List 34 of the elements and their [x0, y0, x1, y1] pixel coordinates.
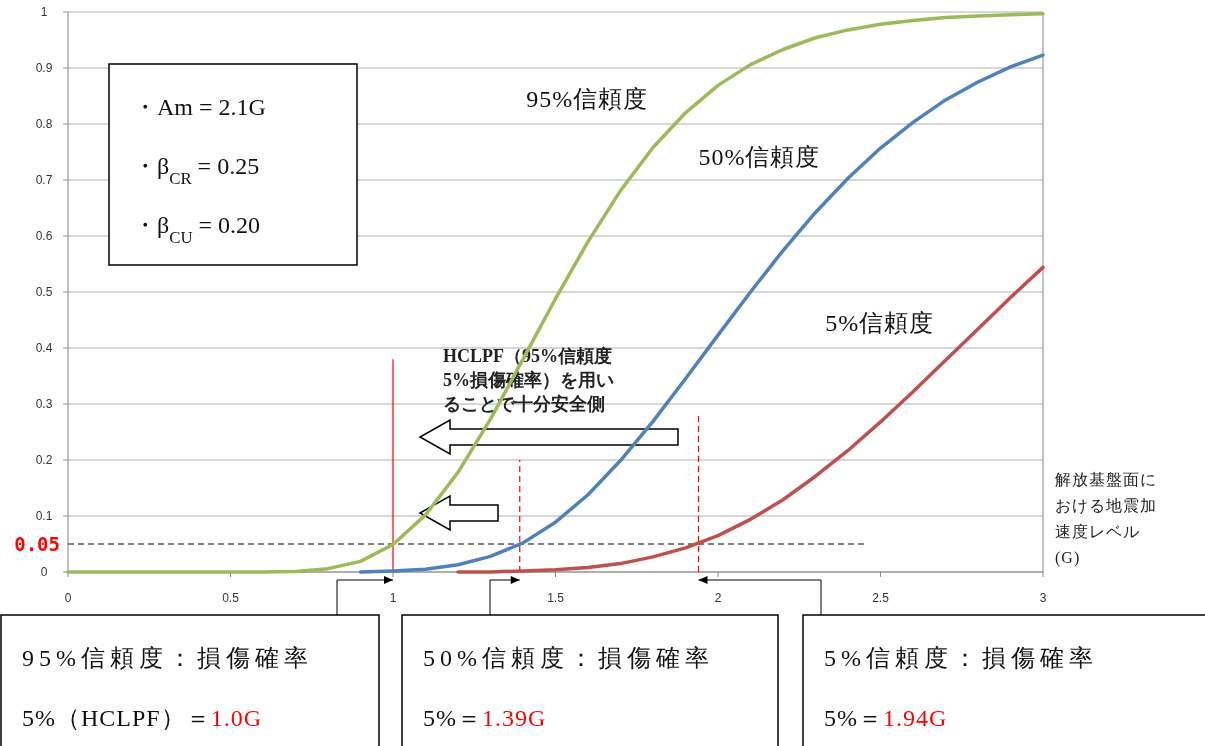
text: 95%信頼度：損傷確率	[22, 645, 313, 671]
y-tick-label: 0.1	[35, 509, 53, 523]
series-label: 50%信頼度	[698, 143, 821, 170]
text: 5%（HCLPF）＝1.0G	[22, 705, 263, 731]
x-tick-label: 0.5	[222, 591, 240, 605]
annotation: ・β$_{CU}$ = 0.20	[133, 212, 261, 247]
x-tick-label: 1.5	[547, 591, 565, 605]
y-tick-label: 0.2	[35, 453, 53, 467]
x-tick-label: 2	[714, 591, 722, 605]
y-tick-label: 0	[40, 565, 48, 579]
y-tick-label: 0.3	[35, 397, 53, 411]
x-tick-label: 3	[1039, 591, 1047, 605]
y-tick-label: 0.4	[35, 341, 53, 355]
y-tick-label: 0.5	[35, 285, 53, 299]
x-axis-title: 解放基盤面における地震加速度レベル(G)	[1055, 471, 1157, 567]
text: 50%信頼度：損傷確率	[423, 645, 714, 671]
y-tick-label: 0.9	[35, 61, 53, 75]
text: 5%＝1.94G	[824, 705, 948, 731]
text: 5%信頼度：損傷確率	[824, 645, 1098, 671]
y-tick-label: 1	[40, 5, 48, 19]
series-label: 95%信頼度	[526, 86, 649, 113]
text: 5%＝1.39G	[423, 705, 547, 731]
y-tick-label: 0.8	[35, 117, 53, 131]
y-tick-label: 0.7	[35, 173, 53, 187]
series-label: 5%信頼度	[825, 310, 935, 337]
line-series	[66, 11, 1045, 574]
annotation: ・β$_{CR}$ = 0.25	[133, 153, 260, 188]
line-series	[358, 53, 1045, 574]
ref-line-label: 0.05	[14, 533, 60, 555]
x-tick-label: 0	[64, 591, 72, 605]
x-tick-label: 1	[389, 591, 397, 605]
x-tick-label: 2.5	[872, 591, 890, 605]
y-tick-label: 0.6	[35, 229, 53, 243]
annotation: ・Am = 2.1G	[133, 94, 266, 120]
